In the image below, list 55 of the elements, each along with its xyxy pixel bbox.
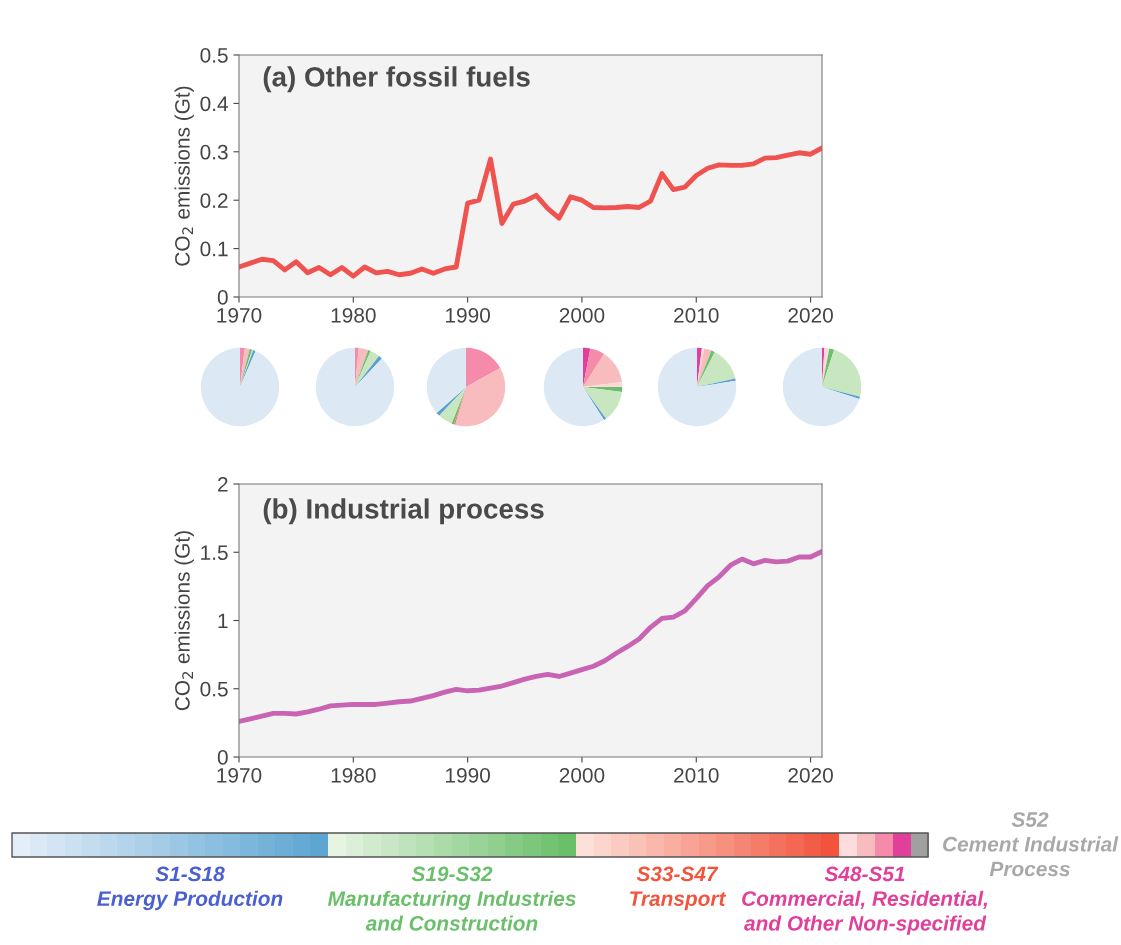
pie-slice [426, 347, 466, 413]
x-tick-label: 2010 [674, 767, 719, 783]
x-tick-label: 2020 [788, 307, 833, 323]
pie-slice [697, 347, 702, 387]
y-tick-label: 1 [218, 613, 228, 629]
y-tick-label: 0.5 [200, 48, 228, 63]
y-tick-label: 2 [218, 477, 228, 492]
pie-slice [583, 387, 607, 421]
pie-slice [355, 351, 380, 387]
text: S1-S18 Energy Production [97, 866, 283, 911]
x-tick-label: 2020 [788, 767, 833, 783]
pie-slice [315, 347, 395, 427]
x-tick-label: 1990 [446, 307, 490, 323]
chart-title: (b) Industrial process [263, 498, 544, 525]
pie-slice [439, 387, 466, 424]
y-axis-title: CO$_{2}$ emissions (Gt) [174, 531, 194, 711]
line-series [239, 145, 822, 279]
pie-slice [583, 347, 591, 387]
pie-slice [200, 347, 280, 427]
line-series [239, 549, 822, 724]
pie-slice [697, 378, 736, 387]
pie-slice [697, 348, 705, 387]
x-tick-label: 2010 [674, 307, 719, 323]
pie-slice [697, 352, 736, 387]
y-tick-label: 0.2 [200, 193, 228, 208]
pie-slice [543, 347, 604, 427]
pie-slice [583, 348, 604, 387]
chart-title: (a) Other fossil fuels [263, 66, 530, 93]
x-tick-label: 2000 [559, 307, 605, 323]
x-tick-label: 1970 [217, 307, 262, 323]
pie-slice [583, 353, 622, 387]
pie-slice [436, 387, 466, 416]
x-tick-label: 1980 [331, 767, 376, 783]
pie-slice [782, 347, 860, 427]
y-tick-label: 0.5 [200, 681, 228, 697]
pie-slice [822, 347, 830, 387]
y-tick-label: 0 [217, 290, 228, 305]
pie-slice [583, 387, 622, 419]
y-tick-label: 0.1 [200, 241, 228, 257]
x-tick-label: 2000 [559, 767, 605, 783]
x-tick-label: 1990 [446, 767, 490, 783]
x-tick-label: 1980 [331, 307, 376, 323]
pie-slice [822, 348, 835, 387]
y-tick-label: 1.5 [201, 545, 228, 560]
y-tick-label: 0 [217, 750, 228, 765]
text: S19-S32 Manufacturing Industries and Construction [327, 866, 576, 931]
y-tick-label: 0.4 [200, 96, 228, 112]
pie-slice [466, 347, 501, 387]
text: S33-S47 Transport [630, 866, 727, 911]
y-axis-title: CO$_{2}$ emissions (Gt) [174, 86, 194, 266]
pie-slice [822, 349, 862, 397]
x-tick-label: 1970 [217, 767, 262, 783]
pie-slice [657, 347, 737, 427]
pie-slice [455, 368, 506, 427]
y-tick-label: 0.3 [200, 144, 228, 160]
